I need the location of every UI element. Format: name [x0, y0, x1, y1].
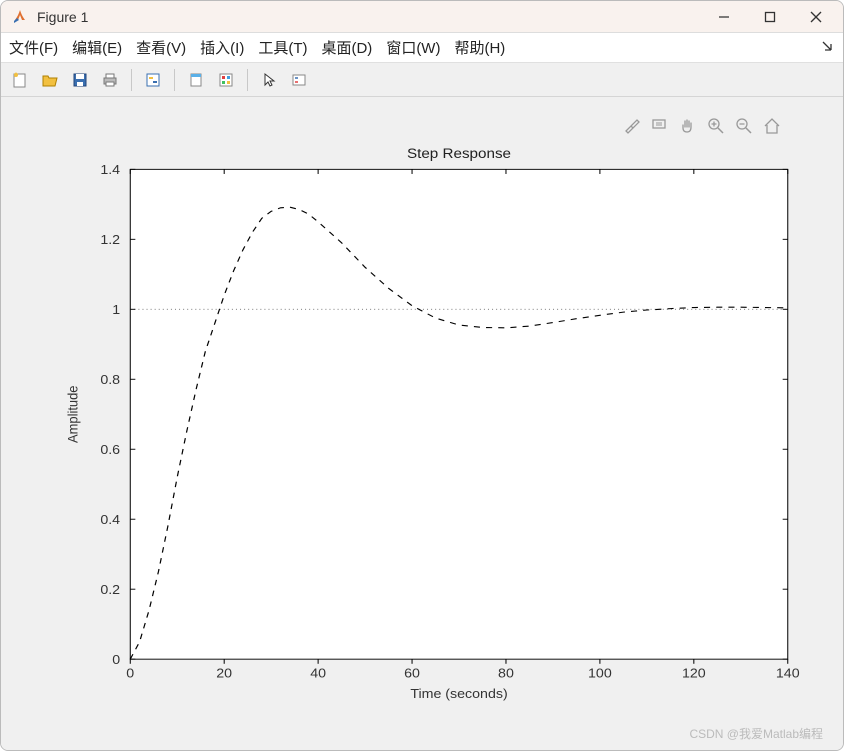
menu-view[interactable]: 查看(V)	[136, 37, 186, 58]
save-icon[interactable]	[67, 67, 93, 93]
new-figure-icon[interactable]	[7, 67, 33, 93]
pointer-icon[interactable]	[256, 67, 282, 93]
menu-help[interactable]: 帮助(H)	[454, 37, 505, 58]
menu-window[interactable]: 窗口(W)	[386, 37, 440, 58]
svg-text:0.4: 0.4	[100, 512, 120, 526]
open-icon[interactable]	[37, 67, 63, 93]
maximize-button[interactable]	[747, 2, 793, 32]
axes-toolbar	[621, 115, 783, 137]
svg-text:1.2: 1.2	[100, 233, 120, 247]
svg-text:Time (seconds): Time (seconds)	[410, 687, 507, 701]
svg-text:0: 0	[126, 666, 134, 680]
svg-text:1: 1	[112, 302, 120, 316]
svg-text:20: 20	[216, 666, 232, 680]
menu-tools[interactable]: 工具(T)	[258, 37, 307, 58]
menu-edit[interactable]: 编辑(E)	[72, 37, 122, 58]
svg-text:40: 40	[310, 666, 326, 680]
svg-text:100: 100	[588, 666, 612, 680]
close-button[interactable]	[793, 2, 839, 32]
data-cursor-link-icon[interactable]	[140, 67, 166, 93]
svg-text:80: 80	[498, 666, 514, 680]
svg-text:120: 120	[682, 666, 706, 680]
titlebar: Figure 1	[1, 1, 843, 33]
watermark: CSDN @我爱Matlab编程	[689, 725, 823, 742]
colorbar-icon[interactable]	[213, 67, 239, 93]
menu-file[interactable]: 文件(F)	[9, 37, 58, 58]
svg-text:Amplitude: Amplitude	[65, 386, 81, 443]
figure-window: Figure 1 文件(F) 编辑(E) 查看(V) 插入(I) 工具(T) 桌…	[0, 0, 844, 751]
home-icon[interactable]	[761, 115, 783, 137]
axes[interactable]: 0 20 40 60 80 100 120 140 0 0.2 0.4 0.6 0.8 1 1.2 1.4 St…	[51, 137, 803, 710]
svg-text:60: 60	[404, 666, 420, 680]
datacursor-icon[interactable]	[649, 115, 671, 137]
svg-text:0.8: 0.8	[100, 372, 120, 386]
zoom-out-icon[interactable]	[733, 115, 755, 137]
svg-text:Step Response: Step Response	[407, 147, 511, 162]
minimize-button[interactable]	[701, 2, 747, 32]
matlab-figure-icon	[11, 8, 29, 26]
svg-text:0.2: 0.2	[100, 582, 120, 596]
svg-text:140: 140	[776, 666, 800, 680]
menubar: 文件(F) 编辑(E) 查看(V) 插入(I) 工具(T) 桌面(D) 窗口(W…	[1, 33, 843, 63]
brush-icon[interactable]	[621, 115, 643, 137]
menu-insert[interactable]: 插入(I)	[200, 37, 244, 58]
insert-legend-icon[interactable]	[286, 67, 312, 93]
rotate3d-icon[interactable]	[183, 67, 209, 93]
svg-text:0.6: 0.6	[100, 442, 120, 456]
dock-arrow-icon[interactable]	[821, 39, 833, 55]
svg-text:1.4: 1.4	[100, 163, 120, 177]
svg-text:0: 0	[112, 652, 120, 666]
window-title: Figure 1	[37, 9, 701, 25]
chart-svg: 0 20 40 60 80 100 120 140 0 0.2 0.4 0.6 0.8 1 1.2 1.4 St…	[51, 137, 803, 710]
menu-desktop[interactable]: 桌面(D)	[321, 37, 372, 58]
print-icon[interactable]	[97, 67, 123, 93]
pan-icon[interactable]	[677, 115, 699, 137]
toolbar-separator	[174, 69, 175, 91]
figure-area: 0 20 40 60 80 100 120 140 0 0.2 0.4 0.6 0.8 1 1.2 1.4 St…	[1, 97, 843, 750]
toolbar-separator	[131, 69, 132, 91]
zoom-in-icon[interactable]	[705, 115, 727, 137]
toolbar	[1, 63, 843, 97]
toolbar-separator	[247, 69, 248, 91]
